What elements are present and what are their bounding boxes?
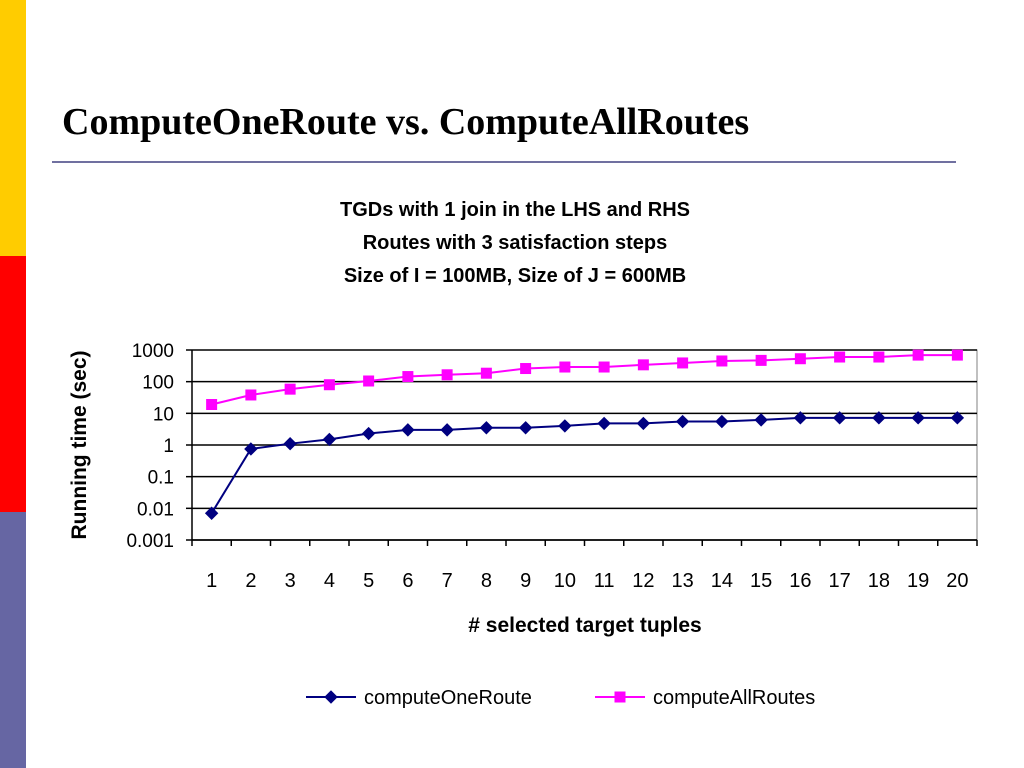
data-point-computeAllRoutes	[755, 354, 767, 366]
data-point-computeAllRoutes	[951, 349, 963, 361]
x-tick-label: 3	[285, 570, 296, 592]
data-point-computeOneRoute	[597, 416, 611, 431]
data-point-computeOneRoute	[715, 414, 729, 429]
y-tick-label: 0.01	[137, 499, 174, 520]
legend-label: computeAllRoutes	[653, 687, 815, 709]
data-point-computeAllRoutes	[637, 359, 649, 371]
legend-marker-computeOneRoute	[324, 690, 338, 704]
data-point-computeAllRoutes	[441, 369, 453, 381]
x-tick-label: 14	[711, 570, 733, 592]
data-point-computeAllRoutes	[402, 371, 414, 383]
y-tick-label: 0.1	[148, 468, 174, 489]
sidebar-color-bar	[0, 0, 26, 768]
x-tick-label: 2	[245, 570, 256, 592]
chart-title-line: TGDs with 1 join in the LHS and RHS	[340, 199, 690, 221]
data-point-computeAllRoutes	[284, 383, 296, 395]
data-point-computeAllRoutes	[559, 361, 571, 373]
data-point-computeOneRoute	[911, 411, 925, 425]
data-point-computeOneRoute	[558, 419, 572, 433]
data-point-computeOneRoute	[440, 423, 454, 437]
x-tick-label: 16	[789, 570, 811, 592]
x-tick-label: 7	[442, 570, 453, 592]
y-axis-title: Running time (sec)	[68, 350, 91, 539]
x-tick-label: 12	[632, 570, 654, 592]
data-point-computeOneRoute	[636, 416, 651, 431]
x-tick-label: 10	[554, 570, 576, 592]
x-tick-label: 18	[868, 570, 890, 592]
data-point-computeOneRoute	[361, 426, 376, 441]
data-point-computeOneRoute	[479, 421, 494, 435]
x-tick-label: 1	[206, 570, 217, 592]
x-tick-label: 17	[829, 570, 851, 592]
sidebar-segment-blue	[0, 512, 26, 768]
x-tick-label: 6	[402, 570, 413, 592]
x-tick-label: 19	[907, 570, 929, 592]
data-point-computeAllRoutes	[677, 357, 689, 369]
data-point-computeOneRoute	[322, 432, 337, 447]
data-point-computeOneRoute	[204, 506, 219, 520]
x-tick-label: 4	[324, 570, 335, 592]
y-tick-label: 10	[153, 404, 174, 425]
legend-marker-computeAllRoutes	[614, 691, 626, 703]
data-point-computeAllRoutes	[834, 351, 846, 363]
data-point-computeOneRoute	[832, 411, 847, 425]
data-point-computeOneRoute	[872, 411, 886, 425]
y-tick-label: 0.001	[126, 531, 174, 552]
data-point-computeOneRoute	[401, 423, 415, 437]
data-point-computeOneRoute	[950, 411, 965, 425]
title-rule	[52, 161, 956, 163]
y-tick-label: 100	[142, 373, 174, 394]
series-line-computeAllRoutes	[211, 354, 958, 406]
data-point-computeAllRoutes	[206, 399, 218, 411]
x-tick-label: 5	[363, 570, 374, 592]
x-tick-label: 13	[672, 570, 694, 592]
chart-title-line: Size of I = 100MB, Size of J = 600MB	[344, 265, 686, 287]
x-tick-label: 9	[520, 570, 531, 592]
x-tick-label: 15	[750, 570, 772, 592]
legend-label: computeOneRoute	[364, 687, 532, 709]
y-tick-label: 1000	[132, 341, 174, 362]
data-point-computeOneRoute	[754, 413, 768, 427]
data-point-computeAllRoutes	[520, 363, 532, 375]
data-point-computeAllRoutes	[598, 361, 610, 373]
data-point-computeOneRoute	[283, 436, 297, 451]
data-point-computeAllRoutes	[363, 375, 375, 387]
sidebar-segment-red	[0, 256, 26, 512]
data-point-computeAllRoutes	[323, 379, 335, 391]
x-tick-label: 8	[481, 570, 492, 592]
chart-title-line: Routes with 3 satisfaction steps	[363, 232, 668, 254]
data-point-computeOneRoute	[244, 442, 258, 456]
data-point-computeOneRoute	[675, 414, 690, 429]
data-point-computeAllRoutes	[794, 353, 806, 365]
data-point-computeOneRoute	[518, 421, 533, 435]
y-tick-label: 1	[163, 436, 174, 457]
slide-title: ComputeOneRoute vs. ComputeAllRoutes	[62, 101, 750, 143]
data-point-computeAllRoutes	[912, 349, 924, 361]
data-point-computeOneRoute	[793, 411, 808, 425]
data-point-computeAllRoutes	[716, 355, 728, 367]
data-point-computeAllRoutes	[873, 351, 885, 363]
x-tick-label: 20	[946, 570, 968, 592]
x-axis-title: # selected target tuples	[468, 614, 701, 637]
data-point-computeAllRoutes	[480, 367, 492, 379]
x-tick-label: 11	[594, 570, 615, 592]
data-point-computeAllRoutes	[245, 389, 257, 401]
sidebar-segment-yellow	[0, 0, 26, 256]
